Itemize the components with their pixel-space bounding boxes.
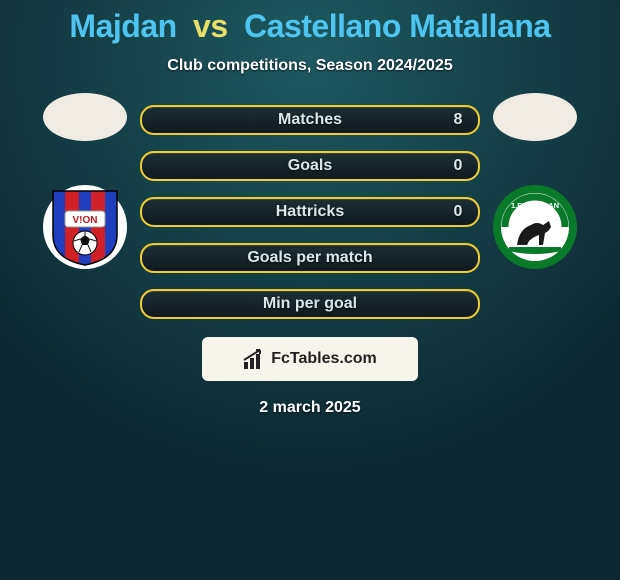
stat-label: Min per goal	[182, 295, 438, 313]
stat-right-value: 8	[438, 111, 478, 129]
left-side: V!ON	[35, 105, 135, 319]
crest-tatran-icon: 1.FC TATRAN	[493, 185, 577, 269]
title-player-left: Majdan	[69, 8, 176, 44]
stat-row: Min per goal	[140, 289, 480, 319]
crest-vion-icon: V!ON	[43, 185, 127, 269]
stat-label: Hattricks	[182, 203, 438, 221]
main-row: V!ON Matches8Goals0Hattricks0Goals per m…	[0, 105, 620, 319]
stat-row: Goals per match	[140, 243, 480, 273]
right-side: 1.FC TATRAN	[485, 105, 585, 319]
subtitle: Club competitions, Season 2024/2025	[0, 57, 620, 75]
left-headshot-placeholder	[43, 93, 127, 141]
stat-right-value: 0	[438, 157, 478, 175]
title-vs: vs	[193, 8, 228, 44]
bars-rising-icon	[243, 348, 265, 370]
stat-row: Matches8	[140, 105, 480, 135]
watermark-badge: FcTables.com	[202, 337, 418, 381]
stat-label: Matches	[182, 111, 438, 129]
stat-row: Goals0	[140, 151, 480, 181]
right-headshot-placeholder	[493, 93, 577, 141]
title-player-right: Castellano Matallana	[244, 8, 551, 44]
right-club-crest: 1.FC TATRAN	[493, 185, 577, 269]
svg-text:V!ON: V!ON	[73, 215, 98, 226]
svg-text:1.FC TATRAN: 1.FC TATRAN	[511, 201, 559, 210]
watermark-text: FcTables.com	[271, 350, 377, 368]
left-club-crest: V!ON	[43, 185, 127, 269]
stats-column: Matches8Goals0Hattricks0Goals per matchM…	[135, 105, 485, 319]
stat-label: Goals per match	[182, 249, 438, 267]
stat-row: Hattricks0	[140, 197, 480, 227]
page-title: Majdan vs Castellano Matallana	[0, 0, 620, 45]
date-text: 2 march 2025	[0, 399, 620, 417]
stat-right-value: 0	[438, 203, 478, 221]
stat-label: Goals	[182, 157, 438, 175]
